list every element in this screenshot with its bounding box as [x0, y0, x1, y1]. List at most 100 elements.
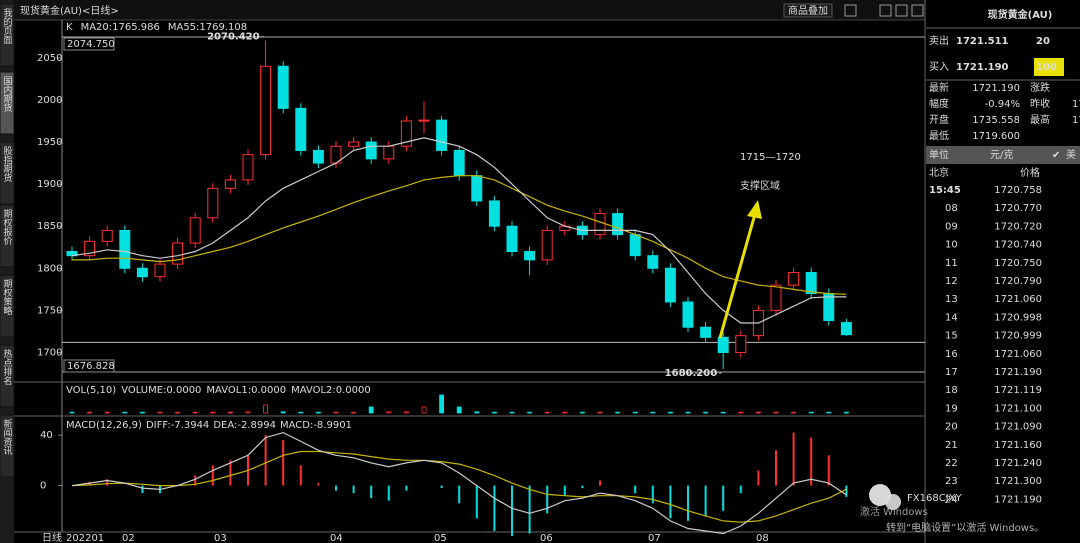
candle-body	[805, 272, 817, 295]
tick-time: 22	[945, 458, 958, 469]
volume-bar	[738, 411, 744, 414]
unit-cell[interactable]: ✔	[1052, 150, 1060, 161]
macd-bar	[264, 435, 267, 486]
volume-bar	[491, 411, 497, 414]
candle-body	[260, 65, 272, 156]
volume-bar	[122, 411, 128, 414]
volume-bar	[844, 411, 849, 414]
quote-cell: 1721.190	[972, 83, 1020, 94]
volume-bar	[69, 411, 75, 414]
unit-cell: 元/克	[990, 149, 1013, 161]
tick-price: 1720.770	[994, 203, 1042, 214]
toolbar-icon[interactable]	[911, 4, 924, 17]
candle-body	[471, 175, 483, 202]
x-tick-label: 03	[214, 533, 227, 543]
arrow-shaft	[718, 213, 757, 339]
y-tick-label: 1750	[37, 305, 62, 316]
sidebar-tab[interactable]	[0, 344, 15, 408]
sidebar-tab[interactable]	[0, 274, 15, 338]
x-tick-label: 日线	[42, 531, 62, 543]
volume-bar	[456, 406, 462, 414]
macd-bar	[634, 485, 637, 494]
y-tick-label: 2050	[37, 53, 62, 64]
overlay-button-label[interactable]: 商品叠加	[788, 4, 828, 17]
candle-body	[682, 301, 694, 328]
macd-bar	[599, 480, 601, 486]
sidebar-tab[interactable]	[0, 3, 15, 67]
sidebar-tab-label[interactable]: 期权策略	[2, 279, 13, 315]
volume-bar	[192, 411, 198, 414]
macd-bar	[299, 465, 302, 486]
volume-bar	[421, 406, 427, 414]
tick-price: 1720.740	[994, 240, 1042, 251]
sidebar-tab-label[interactable]: 我的页面	[2, 8, 13, 45]
candle-body	[84, 240, 96, 257]
sidebar-tab-label[interactable]: 新闻资讯	[2, 418, 13, 456]
candle-body	[770, 284, 782, 311]
x-tick-label: 04	[330, 533, 343, 543]
macd-bar	[458, 485, 461, 504]
candle-body	[189, 217, 201, 244]
volume-bar	[280, 411, 286, 414]
quote-side-size: 20	[1036, 36, 1050, 47]
macd-bar	[511, 485, 513, 537]
macd-bar	[563, 485, 566, 496]
candle-body	[418, 119, 430, 122]
toolbar-icon[interactable]	[895, 4, 908, 17]
macd-bar	[651, 485, 654, 504]
candle-body	[348, 141, 360, 147]
sidebar-tab[interactable]	[0, 414, 15, 478]
candle-body	[101, 229, 113, 242]
quote-cell: 涨跌	[1030, 81, 1050, 94]
arrow-head	[747, 200, 762, 219]
window-title: 现货黄金(AU)<日线>	[20, 4, 119, 17]
price-legend: MA20:1765.986	[81, 22, 160, 33]
quote-side-price: 1721.511	[956, 36, 1009, 47]
y-tick-label: 1850	[37, 221, 62, 232]
macd-y-tick-label: 0	[40, 481, 46, 492]
toolbar-icon[interactable]	[879, 4, 892, 17]
macd-bar	[845, 485, 848, 497]
tick-price: 1720.999	[994, 331, 1042, 342]
toolbar-icon[interactable]	[844, 4, 857, 17]
volume-bar	[351, 411, 357, 414]
tick-price: 1721.160	[994, 440, 1042, 451]
macd-bar	[687, 485, 689, 521]
price-legend: MA55:1769.108	[168, 22, 247, 33]
candle-body	[154, 263, 166, 278]
tick-price: 1720.750	[994, 258, 1042, 269]
volume-bar	[544, 411, 550, 414]
volume-bar	[439, 394, 445, 414]
candle-body	[735, 335, 747, 353]
macd-bar	[739, 485, 742, 494]
macd-y-tick-label: 40	[40, 430, 53, 441]
sidebar-tab-label[interactable]: 股指期货	[2, 146, 13, 183]
macd-legend: DIFF:-7.3944	[146, 420, 209, 431]
quote-side-label: 买入	[929, 61, 949, 73]
sidebar-tab[interactable]	[0, 141, 15, 205]
macd-bar	[757, 470, 760, 486]
y-tick-label: 1900	[37, 179, 62, 190]
macd-bar	[546, 485, 549, 514]
candle-body	[383, 145, 395, 160]
sidebar-tab-label[interactable]: 热点排名	[2, 348, 13, 386]
sidebar-tab[interactable]	[0, 71, 15, 135]
range-label-box	[63, 37, 115, 51]
unit-cell[interactable]: 美	[1066, 148, 1076, 161]
macd-bar	[317, 483, 320, 486]
note-line: 支撑区域	[740, 179, 780, 192]
range-label: 1676.828	[67, 361, 115, 372]
sidebar-tab-label[interactable]: 国内期货	[2, 76, 13, 113]
sidebar-tab[interactable]	[0, 204, 15, 268]
activation-hint: 转到“电脑设置”以激活 Windows。	[886, 521, 1044, 534]
overlay-button[interactable]	[783, 3, 833, 18]
volume-bar	[773, 411, 779, 414]
top-bar	[14, 0, 925, 20]
macd-bar	[335, 485, 337, 491]
tick-price: 1721.300	[994, 476, 1042, 487]
tick-time: 13	[945, 294, 958, 305]
volume-bar	[386, 411, 392, 414]
sidebar-tab-label[interactable]: 期权报价	[2, 209, 13, 245]
macd-bar	[581, 485, 584, 489]
